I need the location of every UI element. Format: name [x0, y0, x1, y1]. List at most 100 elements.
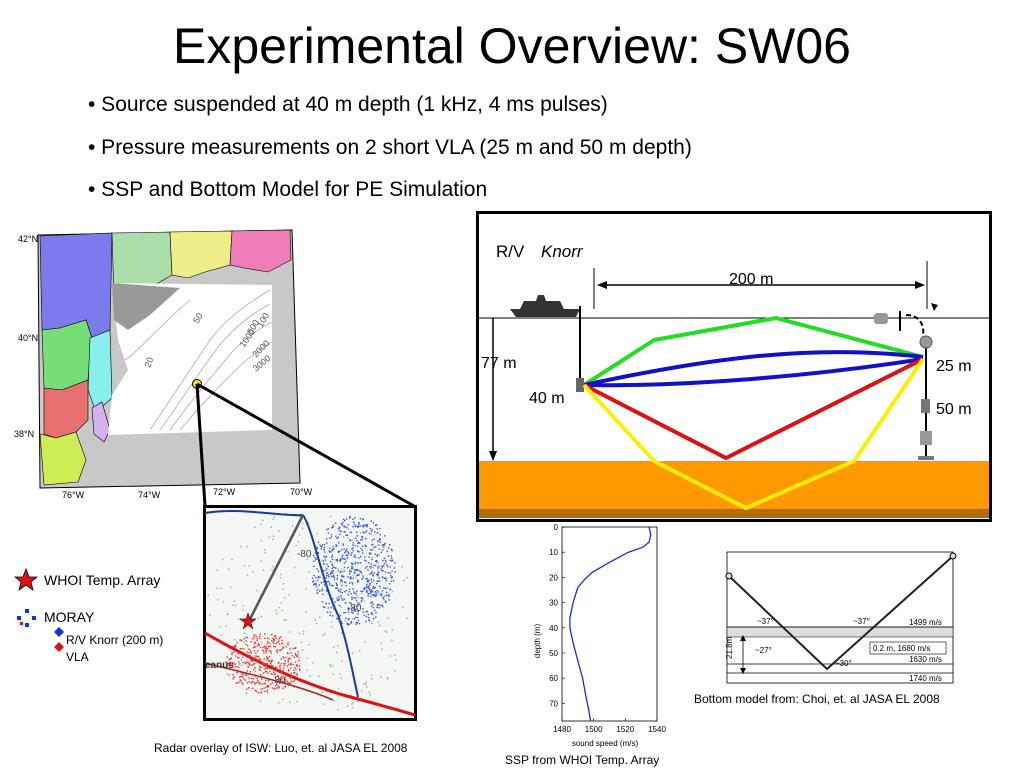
radar-green-noise — [209, 614, 211, 616]
radar-red-echo — [257, 661, 259, 664]
radar-green-noise — [379, 587, 382, 589]
radar-blue-echo — [315, 583, 317, 586]
radar-red-echo — [255, 635, 257, 637]
radar-blue-echo — [347, 611, 350, 613]
radar-blue-echo — [390, 580, 392, 582]
bm-speed-base: 1740 m/s — [909, 674, 942, 683]
radar-blue-echo — [391, 560, 393, 562]
radar-red-echo — [262, 662, 264, 664]
radar-blue-echo — [363, 614, 366, 617]
radar-green-noise — [283, 597, 286, 599]
radar-green-noise — [256, 589, 258, 592]
radar-blue-echo — [362, 611, 364, 613]
radar-green-noise — [380, 642, 382, 644]
radar-green-noise — [263, 676, 265, 678]
radar-green-noise — [254, 670, 256, 673]
radar-blue-echo — [374, 609, 376, 612]
radar-blue-echo — [366, 591, 369, 593]
radar-green-noise — [363, 683, 365, 685]
radar-blue-echo — [337, 550, 340, 553]
radar-blue-echo — [369, 583, 371, 585]
radar-blue-echo — [387, 555, 390, 557]
radar-blue-echo — [323, 549, 325, 551]
radar-green-noise — [306, 669, 308, 671]
radar-blue-echo — [354, 609, 356, 612]
radar-blue-echo — [364, 524, 367, 526]
radar-label-ship: eanus — [205, 660, 234, 671]
radar-blue-echo — [360, 547, 362, 550]
radar-red-echo — [254, 667, 257, 669]
radar-blue-echo — [335, 587, 337, 589]
radar-blue-echo — [383, 565, 385, 567]
radar-green-noise — [351, 565, 354, 568]
radar-red-echo — [276, 642, 279, 644]
radar-red-echo — [299, 669, 301, 671]
radar-red-echo — [278, 685, 280, 687]
radar-blue-echo — [327, 532, 330, 534]
radar-red-echo — [247, 666, 249, 669]
radar-red-echo — [262, 672, 265, 674]
radar-red-echo — [240, 639, 242, 641]
radar-blue-echo — [325, 569, 327, 571]
radar-blue-echo — [326, 567, 328, 570]
radar-blue-echo — [368, 532, 371, 535]
radar-green-noise — [321, 559, 323, 562]
radar-blue-echo — [350, 566, 353, 568]
radar-blue-echo — [345, 549, 347, 552]
radar-red-echo — [263, 645, 266, 647]
radar-blue-echo — [335, 582, 337, 584]
radar-blue-echo — [357, 579, 359, 581]
radar-red-echo — [274, 666, 277, 669]
radar-red-echo — [291, 655, 293, 657]
radar-red-echo — [290, 675, 293, 677]
radar-blue-echo — [312, 554, 315, 557]
radar-red-echo — [232, 673, 234, 676]
radar-blue-echo — [365, 591, 368, 593]
radar-blue-echo — [331, 602, 333, 605]
radar-red-echo — [254, 683, 256, 685]
radar-red-echo — [294, 652, 297, 655]
radar-red-echo — [272, 637, 274, 640]
radar-green-noise — [246, 545, 248, 548]
radar-blue-echo — [376, 590, 378, 592]
radar-red-echo — [250, 682, 252, 684]
radar-blue-echo — [370, 563, 372, 565]
radar-blue-echo — [371, 529, 373, 531]
radar-red-echo — [246, 670, 248, 672]
radar-red-echo — [276, 651, 279, 653]
radar-red-echo — [264, 687, 266, 689]
radar-blue-echo — [356, 609, 358, 611]
radar-blue-echo — [327, 565, 329, 568]
radar-blue-echo — [384, 535, 386, 537]
radar-blue-echo — [393, 567, 395, 569]
radar-blue-echo — [358, 551, 360, 553]
radar-red-echo — [270, 672, 273, 675]
radar-blue-echo — [353, 555, 355, 558]
radar-green-noise — [232, 645, 234, 647]
radar-green-noise — [370, 678, 373, 680]
radar-blue-echo — [372, 579, 375, 582]
radar-blue-echo — [330, 534, 333, 536]
radar-blue-echo — [328, 576, 330, 578]
radar-red-echo — [232, 668, 235, 671]
radar-blue-echo — [345, 582, 347, 584]
radar-blue-echo — [376, 594, 378, 596]
radar-blue-echo — [313, 584, 315, 586]
radar-blue-echo — [326, 572, 329, 574]
radar-red-echo — [256, 637, 258, 640]
radar-green-noise — [231, 558, 233, 560]
radar-blue-echo — [352, 588, 354, 590]
radar-blue-echo — [342, 521, 344, 524]
vla-bottom-label: 50 m — [936, 401, 972, 418]
long-island — [112, 283, 180, 330]
radar-blue-echo — [376, 604, 379, 606]
radar-blue-echo — [386, 550, 388, 553]
radar-blue-echo — [322, 570, 324, 573]
radar-green-noise — [241, 640, 243, 642]
radar-green-noise — [226, 673, 228, 675]
radar-blue-echo — [365, 578, 367, 580]
radar-blue-echo — [339, 560, 342, 562]
radar-blue-echo — [358, 525, 360, 528]
radar-blue-echo — [376, 561, 378, 563]
radar-blue-echo — [337, 589, 340, 591]
